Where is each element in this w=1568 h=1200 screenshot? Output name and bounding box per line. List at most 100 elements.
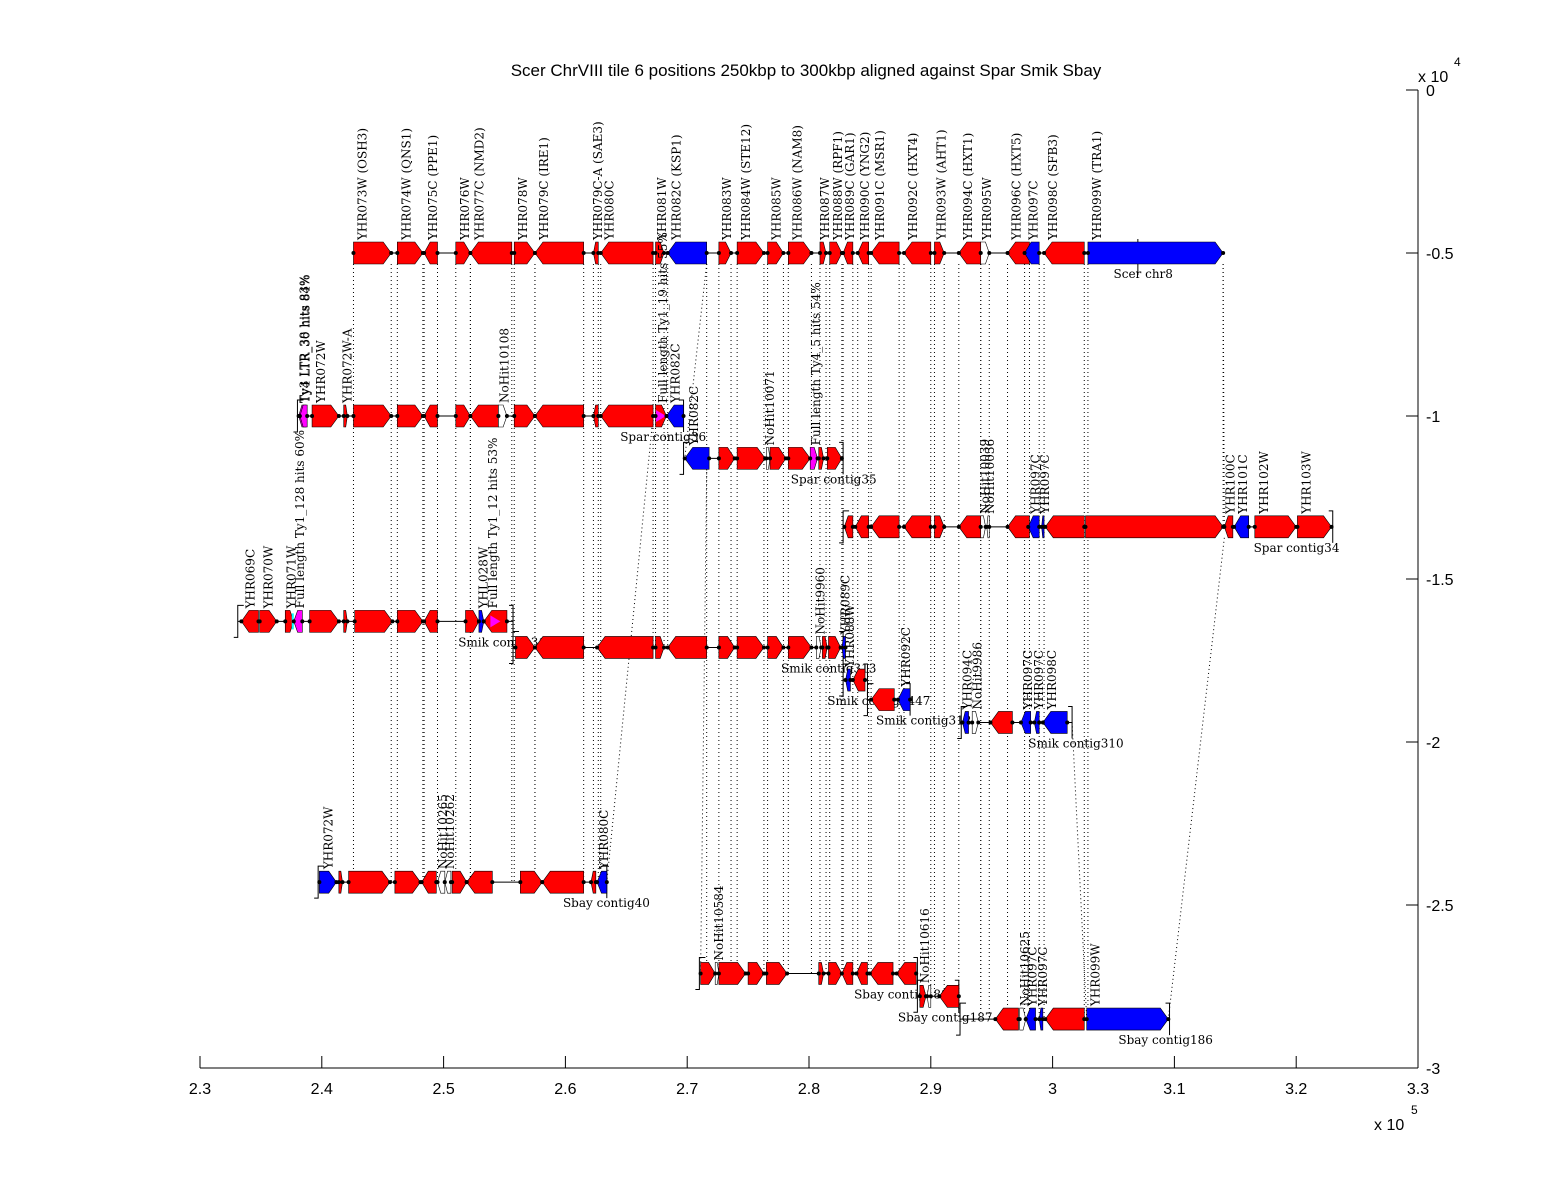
gene-arrow — [354, 610, 393, 633]
gene-arrow — [1025, 1007, 1036, 1031]
gene-label: YHR097C — [1032, 650, 1046, 711]
x-tick-label: 3.3 — [1407, 1081, 1429, 1098]
gene-start-dot — [765, 251, 770, 255]
gene-end-dot — [956, 994, 961, 999]
contig-start-bracket — [913, 979, 924, 1013]
gene-arrow — [816, 636, 822, 659]
gene-label: Full length Ty1_12 hits 53% — [486, 438, 500, 609]
gene-arrow — [309, 610, 340, 633]
gene-end-dot — [274, 619, 279, 624]
gene-start-dot — [598, 251, 603, 255]
gene-start-dot — [419, 880, 424, 885]
gene-label: NoHit9960 — [814, 567, 828, 634]
transposon-marker — [656, 410, 667, 422]
gene-start-dot — [735, 251, 740, 255]
gene-start-dot — [839, 971, 844, 976]
gene-label: YHR092C — [899, 627, 913, 688]
contig-label: Spar contig36 — [620, 430, 706, 444]
gene-start-dot — [453, 414, 458, 418]
gene-arrow — [600, 404, 654, 428]
gene-end-dot — [1082, 251, 1087, 255]
gene-start-dot — [1084, 1017, 1089, 1022]
gene-start-dot — [532, 414, 537, 418]
contig-label: Smik contig312 — [876, 714, 971, 728]
gene-arrow — [534, 636, 584, 659]
gene-start-dot — [786, 645, 791, 650]
gene-end-dot — [345, 414, 350, 418]
gene-start-dot — [1222, 524, 1227, 529]
gene-start-dot — [336, 880, 341, 885]
gene-start-dot — [764, 456, 769, 461]
gene-start-dot — [468, 414, 473, 418]
gene-label: YHR072W — [321, 806, 335, 870]
gene-arrow — [348, 870, 391, 894]
gene-arrow — [397, 241, 424, 265]
gene-label: YHR085W — [770, 177, 784, 241]
gene-arrow — [856, 962, 868, 985]
gene-arrow — [498, 404, 508, 428]
gene-start-dot — [307, 619, 312, 624]
gene-start-dot — [341, 619, 346, 624]
contig-track: YHR073W (OSH3) YHR074W (QNS1) YHR075C (PPE… — [351, 121, 1226, 281]
gene-label: YHR088W — [843, 604, 857, 668]
gene-label: YHR082C (KSP1) — [670, 134, 684, 241]
gene-start-dot — [435, 880, 440, 885]
gene-end-dot — [821, 971, 826, 976]
gene-arrow — [934, 515, 945, 539]
gene-start-dot — [1005, 251, 1010, 255]
gene-start-dot — [450, 880, 455, 885]
gene-start-dot — [464, 880, 469, 885]
gene-end-dot — [914, 971, 919, 976]
gene-arrow — [423, 610, 438, 633]
gene-arrow — [787, 241, 812, 265]
gene-end-dot — [504, 619, 509, 624]
chart-title: Scer ChrVIII tile 6 positions 250kbp to … — [511, 61, 1102, 80]
x-tick-label: 3 — [1048, 1081, 1057, 1098]
contig-start-bracket — [839, 663, 850, 697]
x-exponent: 5 — [1411, 1103, 1418, 1117]
gene-end-dot — [388, 880, 393, 885]
gene-arrow — [980, 515, 986, 539]
gene-end-dot — [839, 456, 844, 461]
gene-start-dot — [682, 456, 687, 461]
gene-start-dot — [351, 414, 356, 418]
gene-arrow — [718, 241, 732, 265]
gene-arrow — [971, 711, 979, 734]
gene-start-dot — [1022, 251, 1027, 255]
gene-arrow — [736, 447, 766, 470]
gene-arrow — [842, 241, 854, 265]
gene-start-dot — [588, 880, 593, 885]
gene-label: YHR084W (STE12) — [739, 124, 753, 241]
gene-start-dot — [814, 645, 819, 650]
gene-end-dot — [707, 456, 712, 461]
gene-start-dot — [598, 414, 603, 418]
gene-arrow — [897, 688, 911, 711]
gene-end-dot — [729, 251, 734, 255]
contig-end-bracket — [913, 956, 918, 990]
gene-start-dot — [540, 880, 545, 885]
gene-start-dot — [532, 645, 537, 650]
gene-start-dot — [395, 414, 400, 418]
gene-label: YHR073W (OSH3) — [355, 128, 369, 241]
gene-label: NoHit10616 — [918, 908, 932, 983]
gene-start-dot — [746, 971, 751, 976]
gene-label: YHR087W — [818, 177, 832, 241]
gene-arrow — [829, 241, 843, 265]
gene-arrow — [857, 241, 869, 265]
gene-label: NoHit10108 — [498, 328, 512, 403]
gene-arrow — [596, 636, 654, 659]
gene-end-dot — [850, 251, 855, 255]
gene-start-dot — [925, 994, 930, 999]
gene-start-dot — [1023, 1017, 1028, 1022]
gene-arrow — [766, 962, 788, 985]
gene-label: YHR070W — [262, 545, 276, 609]
gene-start-dot — [816, 456, 821, 461]
gene-end-dot — [581, 414, 586, 418]
gene-end-dot — [1221, 251, 1226, 255]
gene-label: YHR079C (IRE1) — [537, 137, 551, 241]
gene-arrow — [241, 610, 259, 633]
gene-label: YHR080C — [597, 810, 611, 871]
gene-arrow — [870, 688, 895, 711]
gene-end-dot — [704, 251, 709, 255]
